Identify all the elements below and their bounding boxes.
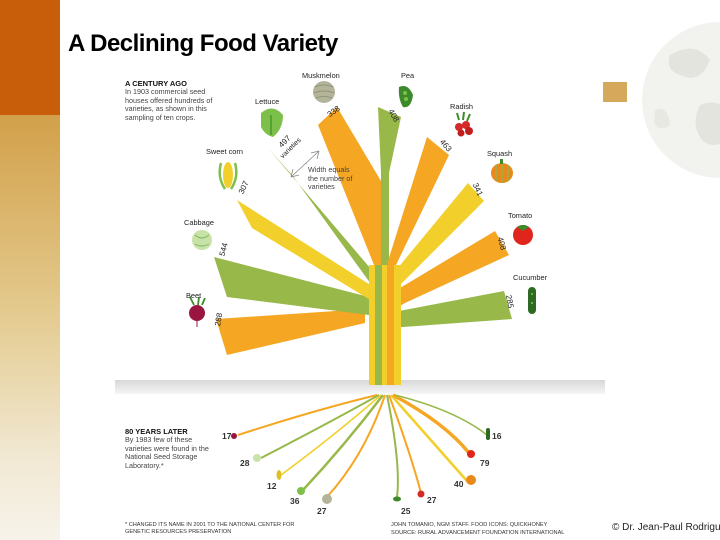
sweet-corn-1983-icon (276, 470, 282, 480)
label-sweet-corn: Sweet corn (206, 147, 243, 156)
branch-beet (216, 309, 365, 355)
label-radish: Radish (450, 102, 474, 111)
squash-1983-icon (466, 475, 476, 485)
count-1983-muskmelon: 27 (317, 506, 327, 516)
label-muskmelon: Muskmelon (302, 71, 340, 80)
count-1983-sweet-corn: 12 (267, 481, 277, 491)
count-1983-lettuce: 36 (290, 496, 300, 506)
branch-cucumber (399, 291, 512, 327)
label-beet: Beet (186, 291, 202, 300)
credit-text: © Dr. Jean-Paul Rodrigue (612, 522, 720, 533)
radish-icon (455, 111, 473, 137)
years-later-heading: 80 YEARS LATER (125, 427, 188, 436)
label-cucumber: Cucumber (513, 273, 548, 282)
pea-icon (398, 86, 413, 108)
century-ago-note: A CENTURY AGO In 1903 commercial seed ho… (125, 79, 217, 123)
root-muskmelon (326, 394, 386, 498)
branch-radish (388, 137, 449, 281)
branch-muskmelon (318, 107, 381, 273)
ground-line (115, 380, 605, 394)
slide-title: A Declining Food Variety (68, 30, 338, 57)
width-callout (290, 150, 320, 178)
root-pea (386, 394, 399, 498)
cucumber-1983-icon (486, 428, 490, 440)
count-1983-squash: 40 (454, 479, 464, 489)
lettuce-1983-icon (297, 487, 305, 495)
width-note: Width equals the number of varieties (308, 165, 353, 192)
branch-pea (378, 107, 401, 273)
root-sweet-corn (280, 394, 382, 476)
branch-sweet-corn (237, 200, 372, 301)
trunk (369, 265, 401, 385)
root-tomato (392, 393, 471, 455)
pea-1983-icon (393, 496, 401, 502)
years-later-note: 80 YEARS LATER By 1983 few of these vari… (125, 427, 213, 471)
count-1983-beet: 17 (222, 431, 232, 441)
sidebar-accent-top (0, 0, 60, 115)
count-1983-tomato: 79 (480, 458, 490, 468)
label-lettuce: Lettuce (255, 97, 280, 106)
century-ago-text: In 1903 commercial seed houses offered h… (125, 87, 213, 122)
sidebar-accent (0, 0, 60, 540)
lettuce-icon (261, 108, 283, 137)
variety-tree (189, 81, 536, 504)
count-1983-cabbage: 28 (240, 458, 250, 468)
food-variety-figure: A CENTURY AGO In 1903 commercial seed ho… (115, 65, 605, 537)
sweet-corn-icon (218, 162, 238, 190)
tomato-1983-icon (467, 450, 475, 458)
branch-cabbage (214, 257, 369, 315)
root-squash (390, 394, 468, 482)
root-cucumber (394, 394, 488, 436)
branch-tomato (395, 231, 509, 309)
beet-icon (189, 296, 206, 327)
cucumber-icon (528, 287, 536, 314)
years-later-text: By 1983 few of these varieties were foun… (125, 435, 209, 470)
tomato-icon (513, 225, 533, 245)
branch-squash (392, 183, 484, 291)
source-line-1: JOHN TOMANIO, NGM STAFF. FOOD ICONS: QUI… (391, 522, 548, 528)
sidebar-accent-gradient (0, 115, 60, 540)
squash-icon (491, 159, 513, 183)
count-1983-pea: 25 (401, 506, 411, 516)
cabbage-1983-icon (253, 454, 261, 462)
count-1983-cucumber: 16 (492, 431, 502, 441)
label-pea: Pea (401, 71, 415, 80)
muskmelon-1983-icon (322, 494, 332, 504)
count-1983-radish: 27 (427, 495, 437, 505)
century-ago-heading: A CENTURY AGO (125, 79, 187, 88)
source-line-2: SOURCE: RURAL ADVANCEMENT FOUNDATION INT… (391, 530, 565, 536)
globe-watermark (642, 22, 720, 178)
root-lettuce (302, 394, 384, 491)
root-radish (388, 394, 422, 494)
footnote: * CHANGED ITS NAME IN 2001 TO THE NATION… (125, 522, 295, 535)
label-tomato: Tomato (508, 211, 533, 220)
trunk-stripe-green (375, 265, 382, 385)
root-cabbage (260, 394, 380, 459)
radish-1983-icon (417, 490, 425, 498)
accent-square (603, 82, 627, 102)
muskmelon-icon (313, 81, 335, 103)
cabbage-icon (192, 230, 212, 250)
label-squash: Squash (487, 149, 513, 158)
root-beet (237, 394, 378, 436)
beet-1983-icon (231, 433, 237, 439)
label-cabbage: Cabbage (184, 218, 214, 227)
trunk-stripe-orange (387, 265, 394, 385)
